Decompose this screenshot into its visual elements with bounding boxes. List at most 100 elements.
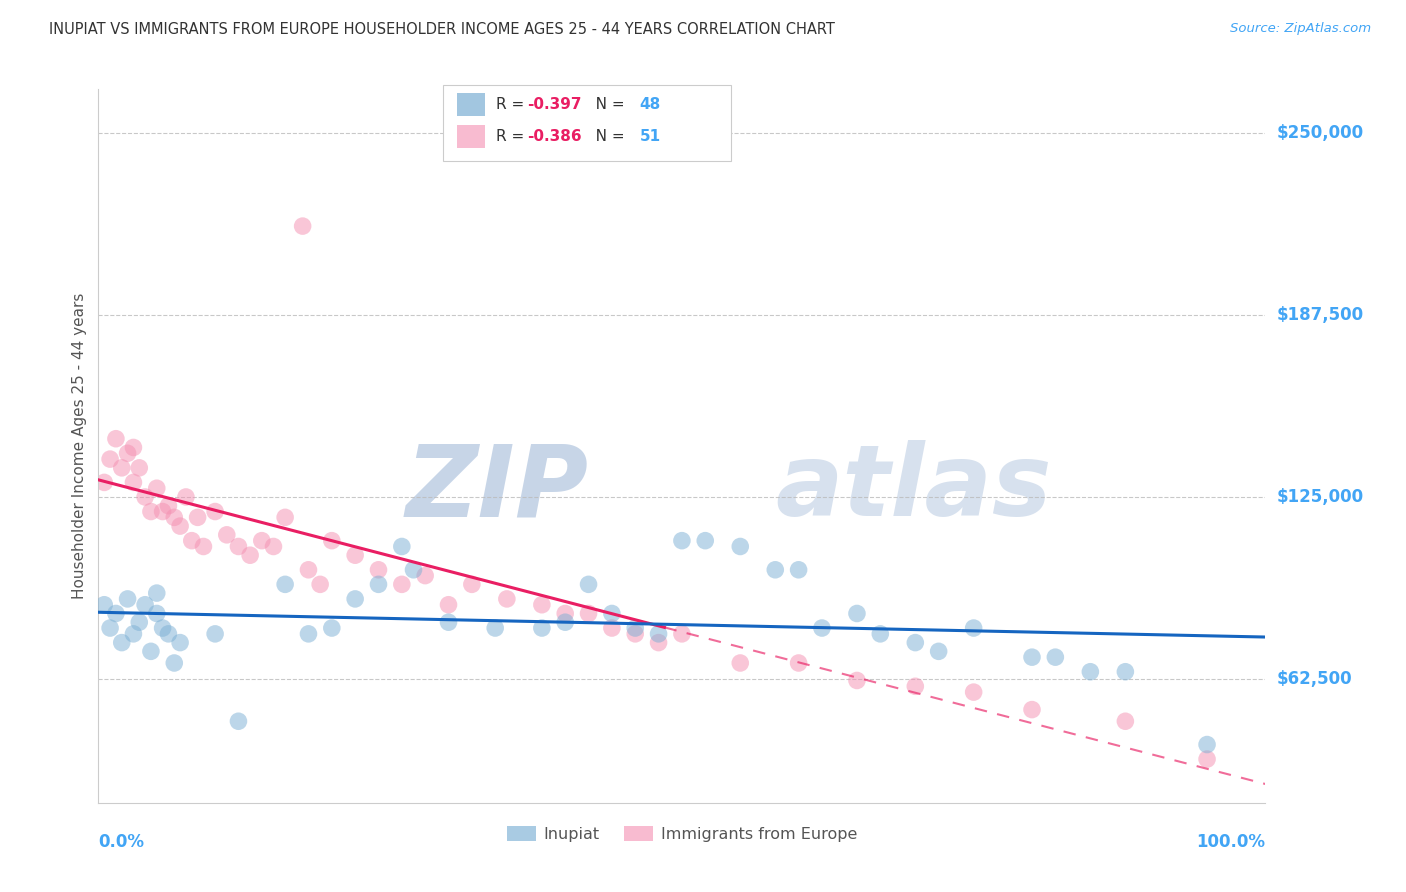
Point [624, 627, 647, 641]
Point [146, 481, 169, 495]
Y-axis label: Householder Income Ages 25 - 44 years: Householder Income Ages 25 - 44 years [72, 293, 87, 599]
Point [928, 644, 950, 658]
Point [169, 635, 191, 649]
Point [763, 563, 786, 577]
Point [367, 577, 389, 591]
Text: -0.386: -0.386 [527, 129, 582, 144]
Point [730, 540, 752, 554]
Point [163, 656, 186, 670]
Point [1195, 738, 1218, 752]
Point [180, 533, 202, 548]
Point [111, 460, 134, 475]
Point [624, 621, 647, 635]
Point [122, 627, 145, 641]
Point [309, 577, 332, 591]
Point [228, 714, 250, 729]
Point [104, 432, 127, 446]
Point [274, 510, 297, 524]
Point [391, 577, 413, 591]
Point [554, 607, 576, 621]
Text: 100.0%: 100.0% [1197, 833, 1265, 851]
Point [1021, 703, 1043, 717]
Point [117, 446, 139, 460]
Point [139, 504, 162, 518]
Point [671, 533, 693, 548]
Text: INUPIAT VS IMMIGRANTS FROM EUROPE HOUSEHOLDER INCOME AGES 25 - 44 YEARS CORRELAT: INUPIAT VS IMMIGRANTS FROM EUROPE HOUSEH… [49, 22, 835, 37]
Point [104, 607, 127, 621]
Text: 0.0%: 0.0% [98, 833, 145, 851]
Point [530, 621, 553, 635]
Point [193, 540, 215, 554]
Point [1080, 665, 1102, 679]
Point [117, 591, 139, 606]
Point [344, 591, 367, 606]
Point [204, 504, 226, 518]
Point [600, 621, 623, 635]
Point [367, 563, 389, 577]
Point [578, 607, 600, 621]
Point [344, 548, 367, 562]
Point [787, 656, 810, 670]
Point [391, 540, 413, 554]
Point [787, 563, 810, 577]
Point [128, 615, 150, 630]
Point [93, 475, 115, 490]
Point [846, 607, 869, 621]
Point [204, 627, 226, 641]
Point [146, 586, 169, 600]
Point [98, 452, 121, 467]
Point [647, 635, 669, 649]
Point [152, 621, 174, 635]
Point [139, 644, 162, 658]
Point [554, 615, 576, 630]
Text: Source: ZipAtlas.com: Source: ZipAtlas.com [1230, 22, 1371, 36]
Point [146, 607, 169, 621]
Point [128, 460, 150, 475]
Point [962, 621, 984, 635]
Point [904, 679, 927, 693]
Point [962, 685, 984, 699]
Point [157, 499, 180, 513]
Point [437, 598, 460, 612]
Point [157, 627, 180, 641]
Text: $250,000: $250,000 [1277, 124, 1364, 142]
Point [530, 598, 553, 612]
Point [1114, 714, 1136, 729]
Point [496, 591, 519, 606]
Point [152, 504, 174, 518]
Point [93, 598, 115, 612]
Text: atlas: atlas [775, 441, 1052, 537]
Text: ZIP: ZIP [405, 441, 589, 537]
Point [461, 577, 484, 591]
Point [291, 219, 314, 233]
Point [811, 621, 834, 635]
Point [869, 627, 891, 641]
Point [846, 673, 869, 688]
Text: N =: N = [581, 97, 628, 112]
Text: 51: 51 [640, 129, 661, 144]
Text: N =: N = [581, 129, 628, 144]
Point [215, 528, 238, 542]
Point [239, 548, 262, 562]
Point [187, 510, 209, 524]
Point [122, 441, 145, 455]
Point [578, 577, 600, 591]
Point [122, 475, 145, 490]
Text: $125,000: $125,000 [1277, 488, 1364, 506]
Point [174, 490, 197, 504]
Point [250, 533, 273, 548]
Text: -0.397: -0.397 [527, 97, 582, 112]
Point [134, 490, 156, 504]
Point [297, 563, 319, 577]
Point [484, 621, 506, 635]
Point [134, 598, 156, 612]
Point [600, 607, 623, 621]
Point [904, 635, 927, 649]
Point [111, 635, 134, 649]
Point [297, 627, 319, 641]
Point [98, 621, 121, 635]
Text: 48: 48 [640, 97, 661, 112]
Point [437, 615, 460, 630]
Point [169, 519, 191, 533]
Point [1195, 752, 1218, 766]
